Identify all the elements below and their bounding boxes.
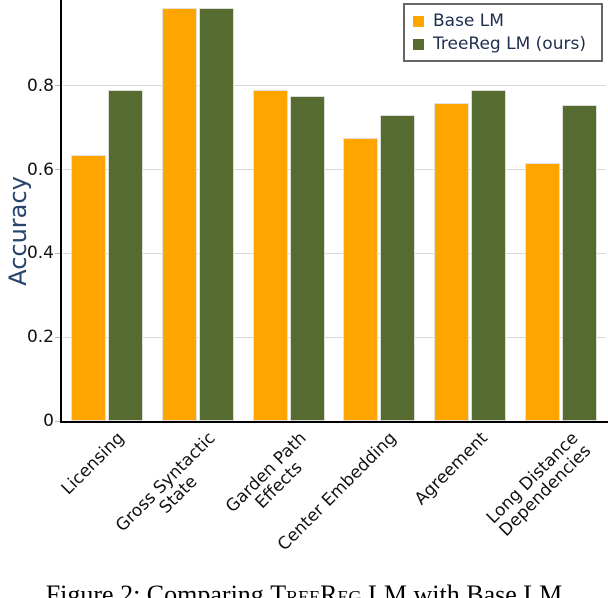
y-gridline-0.8 xyxy=(63,85,606,87)
bar-treereg-lm xyxy=(471,89,506,421)
bar-base-lm xyxy=(343,138,379,421)
y-tick-label: 0.2 xyxy=(26,327,54,348)
caption-suffix: LM with Base LM xyxy=(361,580,563,598)
bar-treereg-lm xyxy=(199,8,234,421)
x-tick-label: Long Distance Dependencies xyxy=(482,428,596,541)
y-tick-0.4 xyxy=(55,252,60,254)
legend-item-treereg-lm: TreeReg LM (ours) xyxy=(413,34,593,54)
bar-base-lm xyxy=(524,163,560,421)
bar-base-lm xyxy=(252,89,288,421)
legend: Base LM TreeReg LM (ours) xyxy=(403,3,603,62)
bar-treereg-lm xyxy=(380,115,416,421)
y-axis-label: Accuracy xyxy=(4,176,32,286)
bar-base-lm xyxy=(162,8,197,421)
y-gridline-0.6 xyxy=(63,169,606,171)
y-tick-label: 0.8 xyxy=(26,75,54,96)
bar-treereg-lm xyxy=(561,104,597,421)
x-tick-label: Licensing xyxy=(58,428,129,499)
bar-treereg-lm xyxy=(108,89,144,421)
bar-base-lm xyxy=(71,154,107,421)
bar-treereg-lm xyxy=(289,96,325,421)
caption-smallcaps: TreeReg xyxy=(270,580,362,598)
x-axis-spine xyxy=(60,421,608,423)
legend-item-base-lm: Base LM xyxy=(413,11,593,31)
bar-base-lm xyxy=(434,102,469,421)
y-tick-label: 0.4 xyxy=(26,243,54,264)
legend-swatch-icon xyxy=(413,38,424,50)
y-gridline-0.2 xyxy=(63,336,606,338)
y-tick-label: 0 xyxy=(43,411,54,431)
y-tick-0.2 xyxy=(55,336,60,338)
y-tick-0.8 xyxy=(55,85,60,87)
y-tick-0.6 xyxy=(55,169,60,171)
y-tick-0 xyxy=(55,420,60,422)
x-tick-label: Gross Syntactic State xyxy=(111,428,220,536)
legend-label: Base LM xyxy=(433,11,504,31)
figure-caption: Figure 2: Comparing TreeReg LM with Base… xyxy=(0,580,608,598)
y-axis-spine xyxy=(60,0,62,423)
caption-prefix: Figure 2: Comparing xyxy=(45,580,271,598)
x-tick-label: Agreement xyxy=(410,428,492,510)
legend-swatch-icon xyxy=(413,15,424,27)
legend-label: TreeReg LM (ours) xyxy=(433,34,586,54)
y-gridline-0.4 xyxy=(63,252,606,254)
y-tick-label: 0.6 xyxy=(26,159,54,180)
